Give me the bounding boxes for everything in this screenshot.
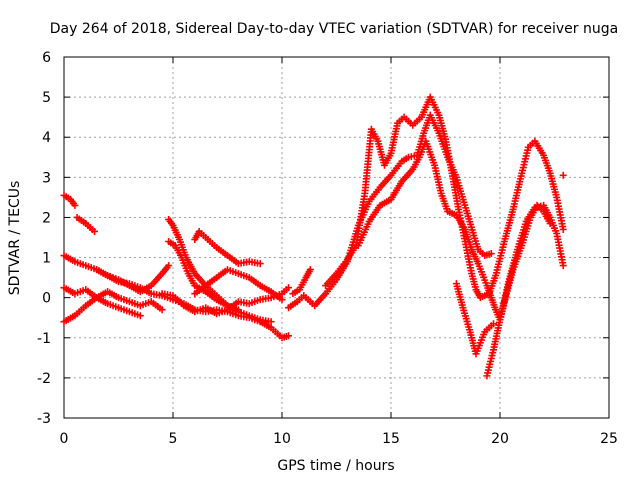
x-axis-label: GPS time / hours [277,458,394,474]
data-point [546,219,554,227]
grid [64,57,609,418]
y-tick-label: 6 [42,50,51,66]
x-tick-label: 20 [491,431,509,447]
data-point [278,296,286,304]
data-point [559,171,567,179]
y-tick-label: 5 [42,90,51,106]
y-tick-label: -1 [37,331,51,347]
data-point [285,332,293,340]
series-track-12 [289,266,314,298]
plot-frame [63,56,610,419]
y-tick-label: 4 [42,130,51,146]
series-track-9 [158,284,293,318]
x-tick-label: 0 [60,431,69,447]
data-point [267,318,275,326]
series-track-16 [452,280,497,358]
x-tick-label: 15 [382,431,400,447]
data-point [136,312,144,320]
y-tick-label: 3 [42,170,51,186]
series-track-5 [60,288,166,326]
data-point [559,225,567,233]
y-axis-label: SDTVAR / TECUs [7,181,23,296]
series-track-6 [93,262,173,296]
y-tick-label: 1 [42,251,51,267]
x-tick-label: 5 [169,431,178,447]
data-point [256,260,264,268]
data-point [559,262,567,270]
series-track-14 [322,93,567,302]
data-point [158,306,166,314]
data-point [71,201,79,209]
data-point [91,227,99,235]
y-tick-label: 2 [42,210,51,226]
data-marks [60,93,567,380]
series-track-2 [73,213,99,235]
data-point [165,262,173,270]
data-point [234,306,242,314]
series-track-18 [559,171,567,179]
y-tick-label: 0 [42,291,51,307]
y-tick-label: -2 [37,371,51,387]
series-track-10 [191,227,264,268]
y-tick-label: -3 [37,411,51,427]
series-track-17 [483,201,554,380]
axis-ticks: 0 5 10 15 20 25 -3 -2 -1 0 1 2 3 4 5 6 [37,50,618,447]
data-point [487,250,495,258]
chart-title: Day 264 of 2018, Sidereal Day-to-day VTE… [50,21,618,37]
data-point [489,320,497,328]
series-track-13 [285,111,495,312]
x-tick-label: 25 [600,431,618,447]
series-track-11 [191,266,286,304]
series-track-1 [60,191,79,209]
x-tick-label: 10 [273,431,291,447]
data-point [306,266,314,274]
data-point [285,284,293,292]
